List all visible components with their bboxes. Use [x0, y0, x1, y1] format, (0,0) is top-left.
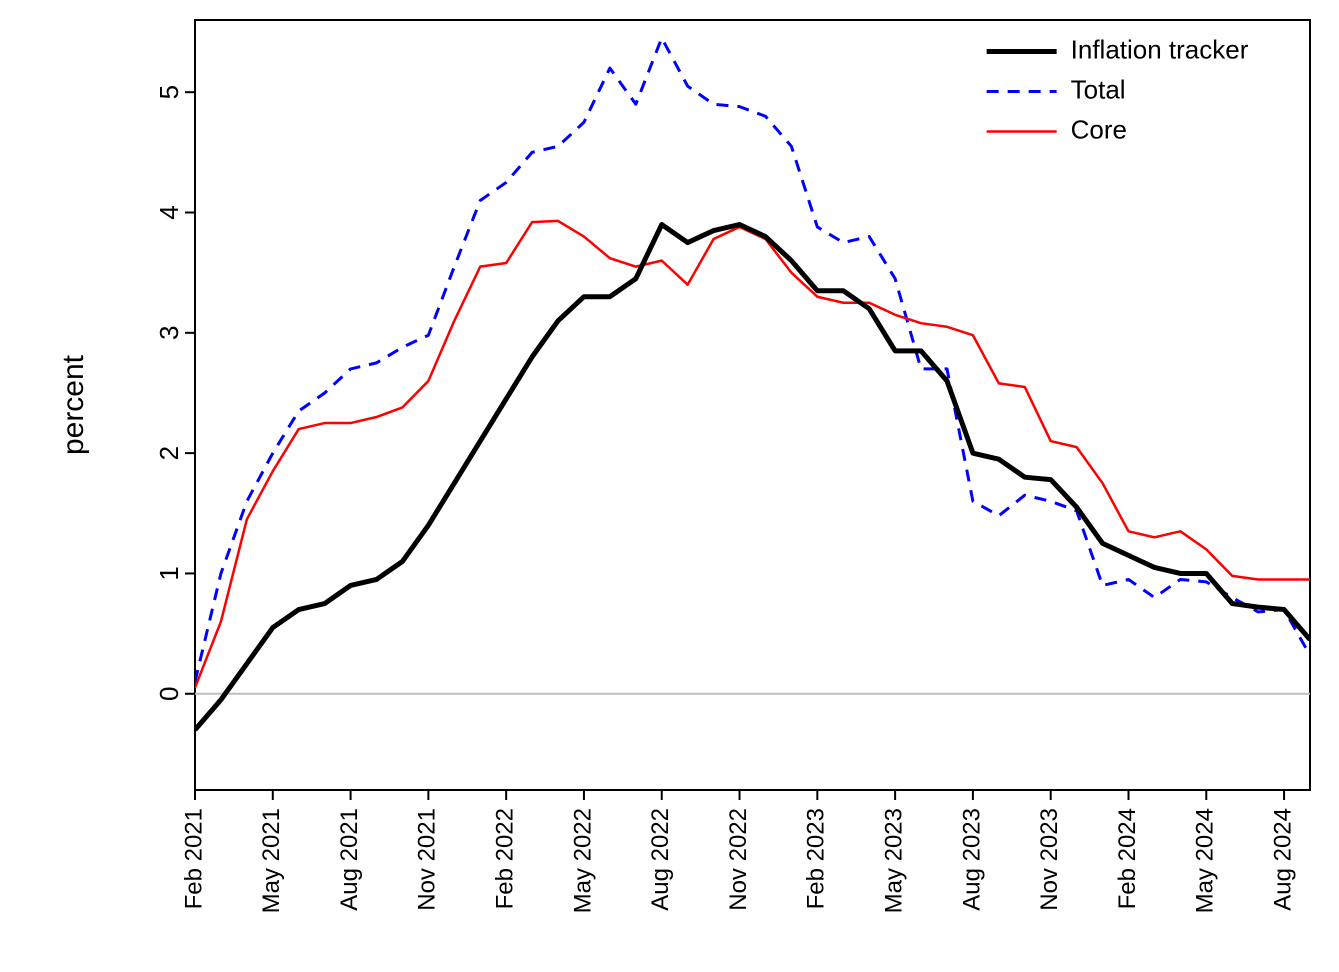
x-tick-label: May 2022	[569, 808, 596, 913]
x-tick-label: May 2024	[1192, 808, 1219, 913]
y-tick-label: 5	[154, 85, 184, 99]
x-tick-label: Nov 2021	[414, 808, 441, 911]
x-tick-label: Nov 2022	[725, 808, 752, 911]
x-tick-label: Feb 2022	[492, 808, 519, 909]
legend-label: Inflation tracker	[1071, 34, 1249, 64]
x-tick-label: Aug 2022	[647, 808, 674, 911]
inflation-chart: 0 1 2 3 4 5 percent Feb 2021 May 2021 Aug 2021 Nov…	[0, 0, 1339, 972]
x-tick-label: Aug 2024	[1269, 808, 1296, 911]
legend-label: Total	[1071, 74, 1126, 104]
y-tick-label: 0	[154, 687, 184, 701]
x-tick-label: May 2021	[258, 808, 285, 913]
x-tick-label: Feb 2023	[803, 808, 830, 909]
x-tick-label: Nov 2023	[1036, 808, 1063, 911]
x-tick-label: Aug 2021	[336, 808, 363, 911]
x-tick-label: Aug 2023	[958, 808, 985, 911]
y-tick-label: 1	[154, 566, 184, 580]
chart-svg: 0 1 2 3 4 5 percent Feb 2021 May 2021 Aug 2021 Nov…	[0, 0, 1339, 972]
x-tick-label: Feb 2021	[180, 808, 207, 909]
legend-label: Core	[1071, 114, 1127, 144]
y-tick-label: 4	[154, 205, 184, 219]
y-tick-label: 3	[154, 326, 184, 340]
y-tick-label: 2	[154, 446, 184, 460]
x-tick-label: May 2023	[880, 808, 907, 913]
x-tick-label: Feb 2024	[1114, 808, 1141, 909]
y-axis-label: percent	[57, 354, 90, 455]
